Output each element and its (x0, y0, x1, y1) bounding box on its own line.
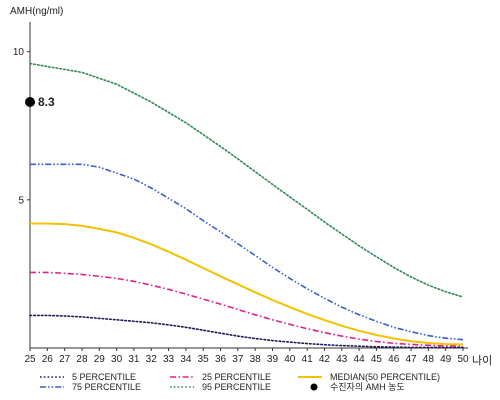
legend-label-4: 95 PERCENTILE (202, 382, 271, 392)
x-tick-label: 44 (354, 354, 366, 365)
x-tick-label: 25 (24, 354, 36, 365)
x-tick-label: 31 (128, 354, 140, 365)
x-tick-label: 27 (59, 354, 71, 365)
x-tick-label: 37 (232, 354, 244, 365)
y-ticks: 10 5 (13, 47, 30, 206)
patient-amh-marker (25, 97, 35, 108)
x-axis-label: 나이 (472, 354, 492, 367)
x-tick-label: 41 (302, 354, 314, 365)
series-lines (29, 62, 464, 349)
x-tick-label: 39 (267, 354, 279, 365)
x-tick-label: 38 (250, 354, 262, 365)
x-tick-label: 40 (284, 354, 296, 365)
x-tick-label: 46 (388, 354, 400, 365)
series-line-2 (30, 222, 464, 346)
legend-label-point: 수진자의 AMH 농도 (330, 382, 405, 392)
x-tick-label: 50 (457, 354, 469, 365)
legend-label-2: MEDIAN(50 PERCENTILE) (330, 372, 440, 382)
x-tick-label: 47 (405, 354, 417, 365)
x-tick-label: 34 (180, 354, 192, 365)
x-tick-label: 28 (76, 354, 88, 365)
y-axis: AMH(ng/ml) 10 5 (10, 6, 63, 348)
y-tick-label: 10 (13, 47, 25, 58)
series-line-0 (29, 314, 464, 349)
x-tick-label: 33 (163, 354, 175, 365)
series-line-4 (29, 62, 464, 298)
y-tick-label: 5 (18, 195, 24, 206)
patient-amh-value: 8.3 (38, 95, 55, 109)
legend-label-0: 5 PERCENTILE (72, 372, 136, 382)
legend: 5 PERCENTILE 25 PERCENTILE MEDIAN(50 PERCE… (40, 372, 440, 392)
x-tick-label: 29 (94, 354, 106, 365)
x-tick-label: 43 (336, 354, 348, 365)
legend-label-1: 25 PERCENTILE (202, 372, 271, 382)
legend-label-3: 75 PERCENTILE (72, 382, 141, 392)
x-axis: 25 26 27 28 29 30 31 32 33 34 35 36 37 38 39 40 41 42 43 44… (24, 347, 492, 367)
x-tick-label: 48 (423, 354, 435, 365)
x-tick-label: 42 (319, 354, 331, 365)
x-tick-label: 45 (371, 354, 383, 365)
x-ticks: 25 26 27 28 29 30 31 32 33 34 35 36 37 38 39 40 41 42 43 44… (24, 348, 469, 365)
x-tick-label: 36 (215, 354, 227, 365)
patient-point: 8.3 (25, 95, 55, 109)
series-line-1 (30, 271, 464, 347)
x-tick-label: 26 (42, 354, 54, 365)
x-tick-label: 35 (198, 354, 210, 365)
x-tick-label: 30 (111, 354, 123, 365)
x-tick-label: 49 (440, 354, 452, 365)
y-axis-label: AMH(ng/ml) (10, 6, 63, 17)
legend-point-swatch (310, 383, 318, 391)
x-tick-label: 32 (146, 354, 158, 365)
series-line-3 (30, 163, 464, 341)
